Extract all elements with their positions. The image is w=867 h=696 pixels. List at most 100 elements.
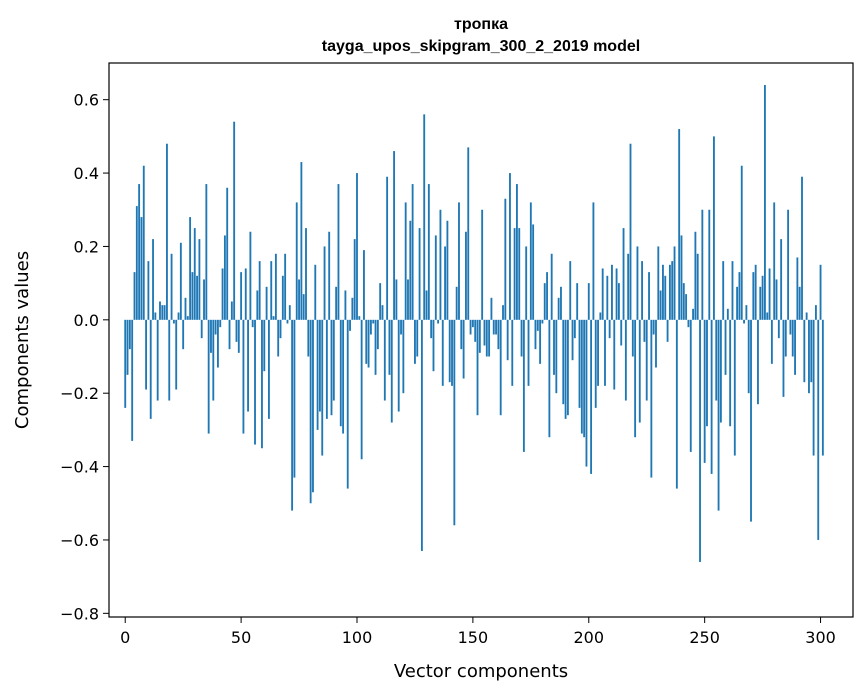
bar-122 bbox=[407, 279, 409, 320]
bar-222 bbox=[638, 319, 641, 423]
x-tick-label: 50 bbox=[231, 628, 251, 647]
bar-39 bbox=[214, 319, 217, 335]
bar-252 bbox=[708, 209, 711, 320]
bar-138 bbox=[444, 246, 446, 320]
bar-23 bbox=[177, 312, 180, 320]
bar-217 bbox=[627, 253, 630, 320]
y-tick-label: −0.2 bbox=[60, 384, 99, 403]
bar-109 bbox=[376, 319, 379, 350]
bar-124 bbox=[411, 184, 414, 320]
bar-272 bbox=[754, 264, 757, 320]
bar-133 bbox=[432, 319, 435, 372]
bar-258 bbox=[722, 261, 725, 320]
bar-64 bbox=[272, 316, 275, 320]
bar-76 bbox=[300, 162, 303, 320]
bar-54 bbox=[249, 231, 252, 320]
bar-69 bbox=[284, 253, 287, 320]
bar-89 bbox=[330, 319, 333, 416]
bar-128 bbox=[420, 319, 423, 551]
bar-215 bbox=[622, 228, 625, 320]
bar-94 bbox=[342, 319, 345, 434]
bar-286 bbox=[787, 209, 790, 320]
bar-14 bbox=[156, 319, 159, 401]
bar-21 bbox=[172, 319, 175, 324]
bar-108 bbox=[374, 319, 377, 375]
bar-209 bbox=[608, 319, 611, 339]
bar-285 bbox=[784, 319, 787, 357]
bar-40 bbox=[217, 319, 219, 368]
bar-17 bbox=[163, 305, 166, 320]
bar-161 bbox=[497, 319, 500, 350]
bar-179 bbox=[539, 319, 542, 364]
bar-137 bbox=[441, 319, 444, 386]
bar-207 bbox=[604, 319, 606, 386]
bar-195 bbox=[576, 283, 579, 320]
bar-49 bbox=[237, 319, 240, 353]
bar-184 bbox=[550, 253, 553, 320]
bar-284 bbox=[782, 319, 785, 397]
bar-72 bbox=[291, 319, 294, 511]
bar-19 bbox=[168, 319, 171, 401]
bar-152 bbox=[476, 319, 479, 416]
bar-29 bbox=[191, 272, 194, 320]
bar-131 bbox=[427, 184, 430, 320]
bar-257 bbox=[719, 319, 722, 423]
bar-219 bbox=[631, 319, 634, 357]
bar-176 bbox=[532, 224, 535, 320]
bar-112 bbox=[383, 319, 386, 401]
y-tick-label: −0.8 bbox=[60, 604, 99, 623]
bar-47 bbox=[233, 121, 236, 320]
bar-123 bbox=[409, 220, 412, 320]
bar-83 bbox=[316, 319, 319, 430]
bar-280 bbox=[773, 202, 776, 320]
bar-260 bbox=[726, 308, 729, 320]
x-tick-label: 200 bbox=[574, 628, 605, 647]
x-tick-label: 150 bbox=[458, 628, 489, 647]
y-tick-label: −0.6 bbox=[60, 531, 99, 550]
bar-238 bbox=[675, 319, 678, 489]
bar-149 bbox=[469, 319, 472, 335]
bar-66 bbox=[277, 319, 280, 357]
bar-139 bbox=[446, 220, 449, 320]
bar-147 bbox=[465, 231, 467, 320]
bar-226 bbox=[648, 272, 650, 320]
bar-255 bbox=[715, 319, 718, 401]
bar-182 bbox=[546, 272, 548, 320]
bar-240 bbox=[680, 235, 683, 320]
bar-188 bbox=[560, 286, 562, 320]
bar-205 bbox=[599, 312, 602, 320]
bar-251 bbox=[706, 319, 708, 427]
bar-289 bbox=[794, 319, 796, 375]
bar-81 bbox=[312, 319, 314, 493]
bar-80 bbox=[309, 319, 312, 504]
bar-84 bbox=[318, 319, 321, 412]
bar-8 bbox=[142, 165, 145, 320]
bar-230 bbox=[657, 246, 660, 320]
bar-165 bbox=[506, 319, 509, 361]
x-tick-label: 100 bbox=[342, 628, 373, 647]
bar-27 bbox=[186, 316, 189, 320]
plot-frame bbox=[108, 62, 854, 618]
bar-145 bbox=[460, 319, 463, 350]
bar-56 bbox=[254, 319, 256, 445]
y-tick-label: 0.4 bbox=[74, 164, 99, 183]
bar-172 bbox=[522, 319, 525, 452]
bar-160 bbox=[495, 319, 497, 335]
bar-236 bbox=[671, 261, 674, 320]
bar-101 bbox=[358, 316, 361, 320]
bar-7 bbox=[140, 217, 143, 320]
bar-102 bbox=[360, 319, 363, 460]
bar-167 bbox=[511, 319, 514, 386]
bar-220 bbox=[634, 319, 637, 438]
bar-263 bbox=[733, 319, 736, 456]
bar-135 bbox=[437, 319, 440, 324]
bar-243 bbox=[687, 319, 690, 328]
bar-150 bbox=[471, 319, 474, 328]
bar-180 bbox=[541, 319, 544, 324]
bar-294 bbox=[805, 312, 808, 320]
bar-190 bbox=[564, 319, 567, 419]
bar-231 bbox=[659, 290, 662, 320]
bar-82 bbox=[314, 264, 317, 320]
bar-192 bbox=[569, 261, 572, 320]
bar-278 bbox=[768, 268, 771, 320]
